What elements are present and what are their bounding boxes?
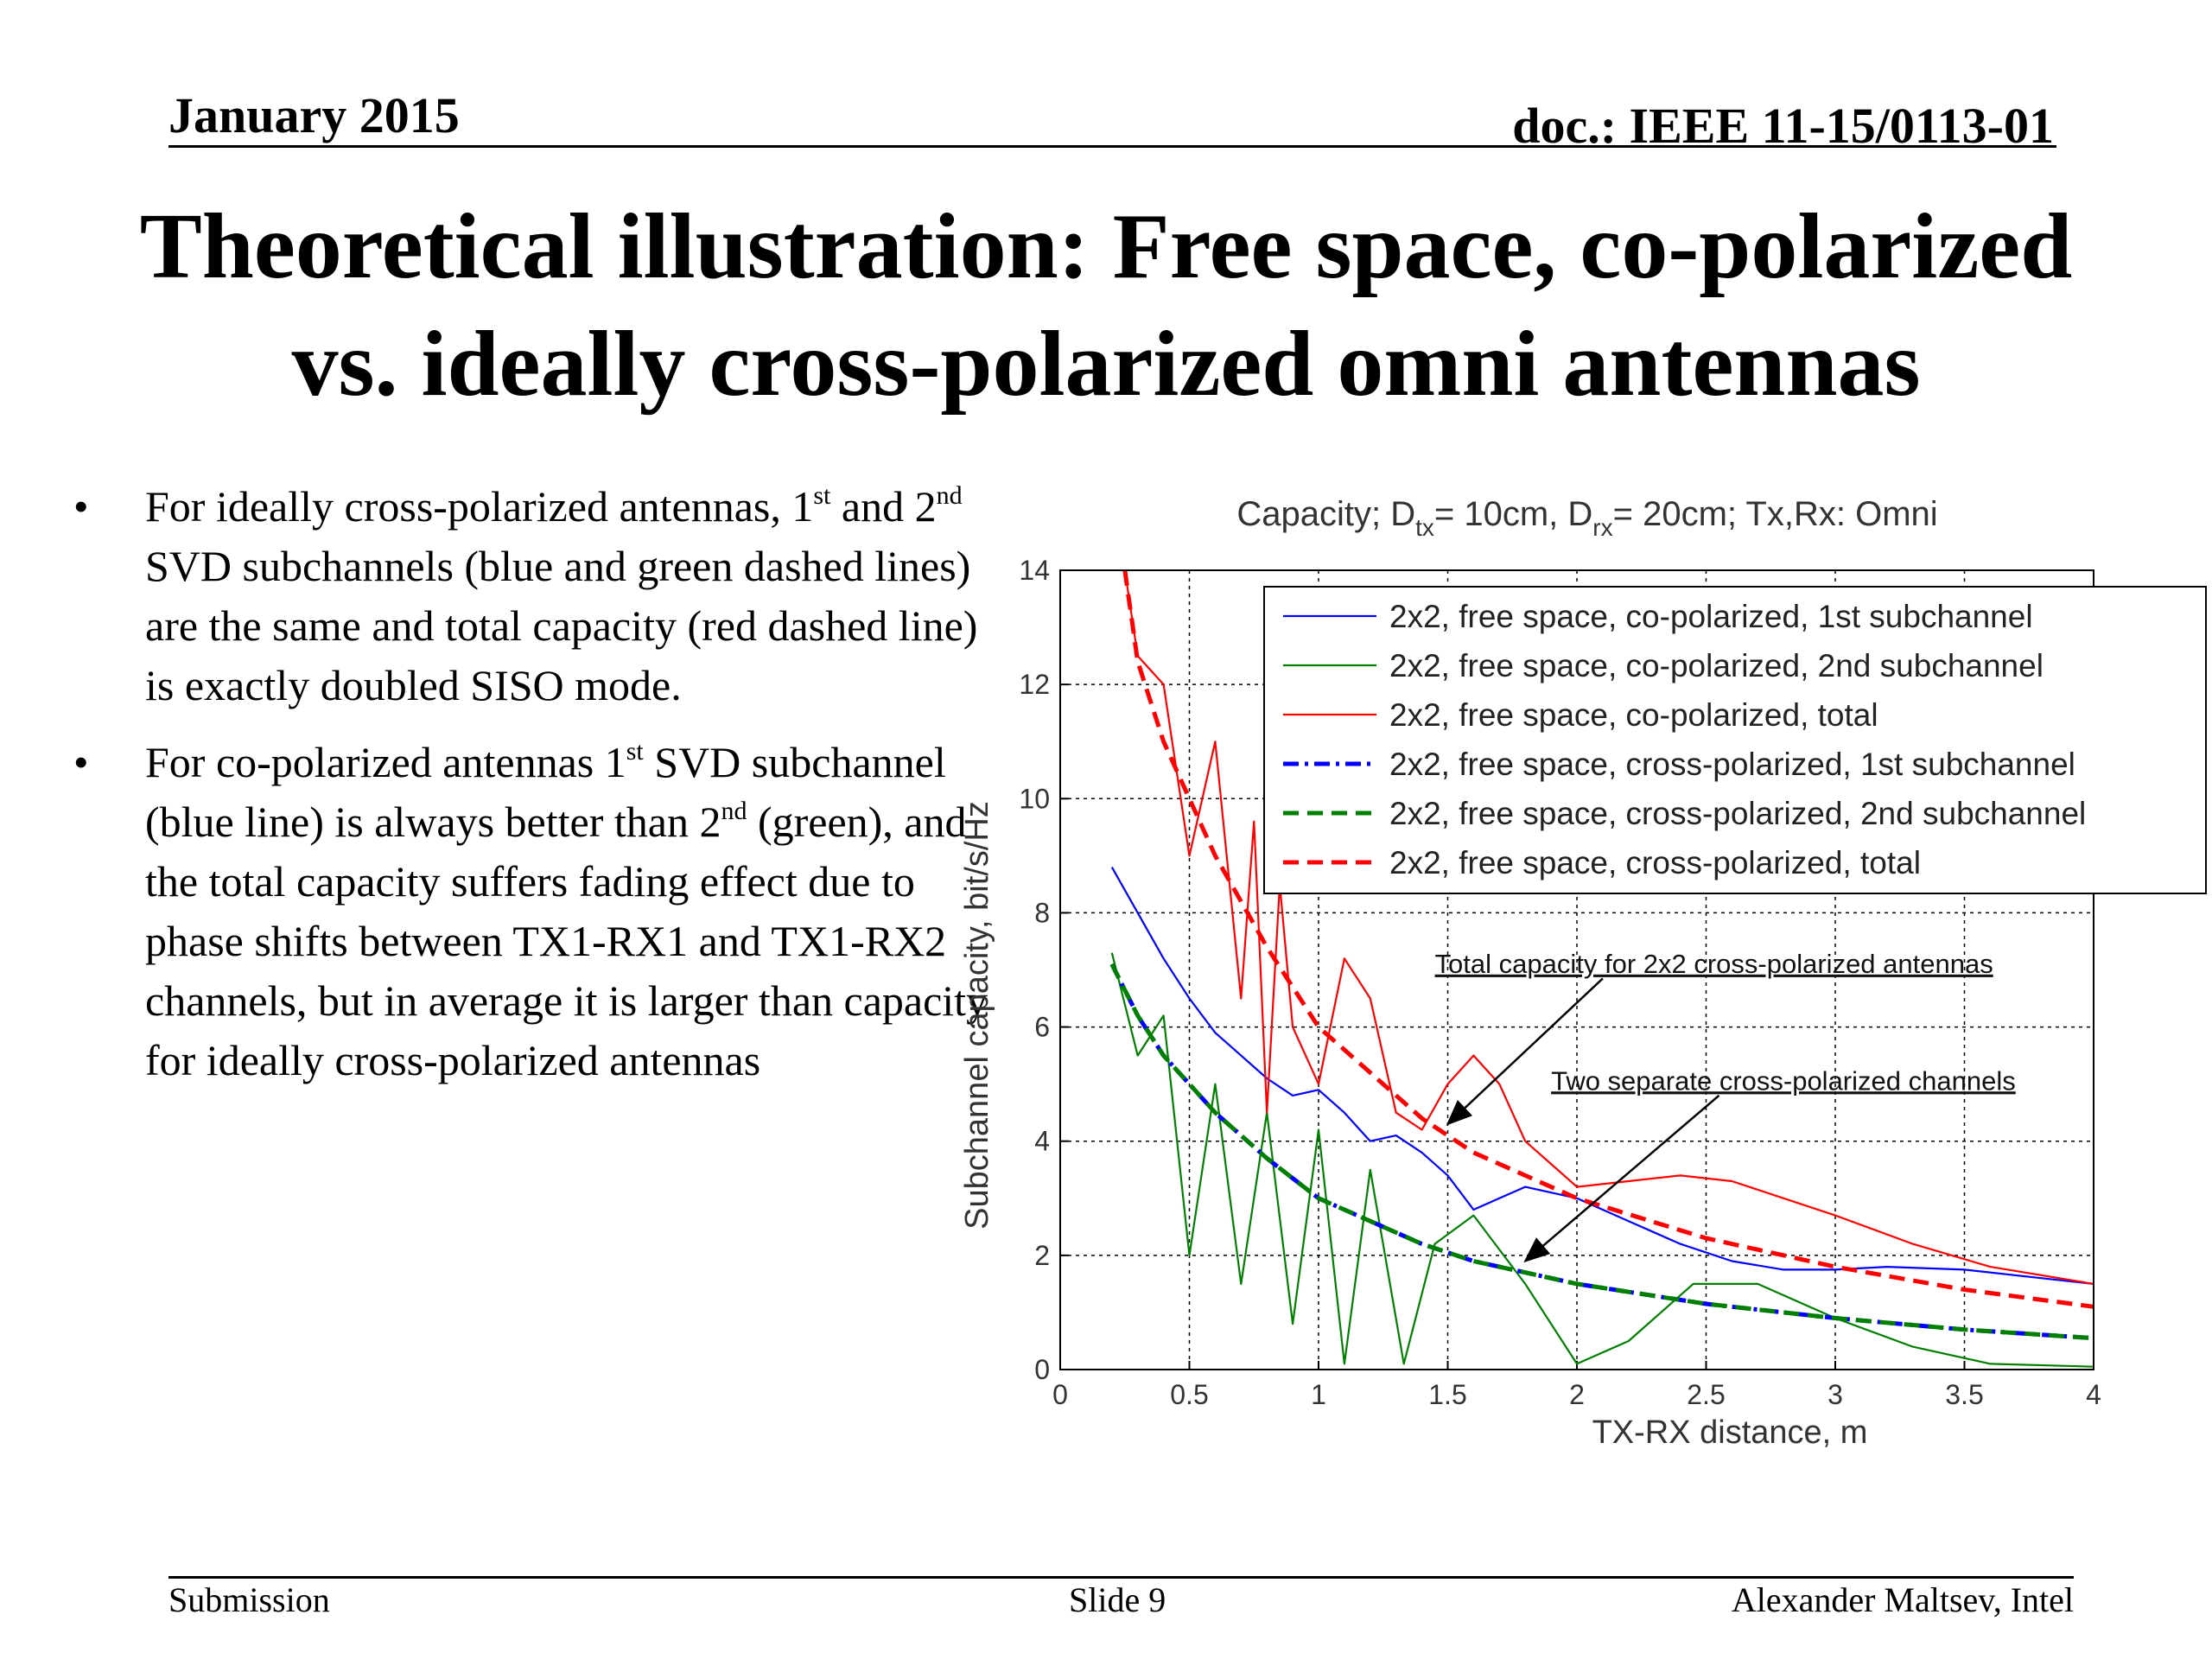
x-axis-label: TX-RX distance, m bbox=[1592, 1414, 1868, 1451]
bullet-text: SVD subchannels (blue and green dashed l… bbox=[145, 542, 978, 709]
y-tick-label: 2 bbox=[1034, 1240, 1050, 1271]
bullet-text: and 2 bbox=[830, 482, 937, 531]
y-tick-label: 6 bbox=[1034, 1012, 1050, 1043]
header-date: January 2015 bbox=[168, 87, 460, 143]
bullet-text: For ideally cross-polarized antennas, 1 bbox=[145, 482, 814, 531]
legend-entry: 2x2, free space, co-polarized, total bbox=[1389, 697, 1878, 733]
footer-rule bbox=[168, 1576, 2074, 1579]
bullet-text: (green), and the total capacity suffers … bbox=[145, 798, 988, 1084]
superscript: st bbox=[626, 737, 644, 766]
series-line-6 bbox=[1122, 569, 2094, 1309]
plot-frame bbox=[1059, 569, 2094, 1370]
bullet-text: SVD subchannel (blue line) is always bet… bbox=[145, 738, 946, 846]
x-tick-label: 1.5 bbox=[1428, 1379, 1466, 1410]
slide-title: Theoretical illustration: Free space, co… bbox=[0, 188, 2212, 423]
x-tick-label: 2.5 bbox=[1687, 1379, 1725, 1410]
superscript: nd bbox=[936, 481, 963, 511]
annotation-arrow bbox=[1446, 977, 1604, 1126]
bullet-item-1: • For ideally cross-polarized antennas, … bbox=[73, 477, 989, 715]
x-tick-label: 4 bbox=[2086, 1379, 2101, 1410]
y-tick-label: 10 bbox=[1019, 783, 1050, 814]
annotation-text: Total capacity for 2x2 cross-polarized a… bbox=[1435, 949, 1993, 979]
y-tick-label: 8 bbox=[1034, 897, 1050, 928]
bullet-list: • For ideally cross-polarized antennas, … bbox=[73, 477, 989, 1108]
title-line-1: Theoretical illustration: Free space, co… bbox=[139, 195, 2073, 298]
title-line-2: vs. ideally cross-polarized omni antenna… bbox=[291, 313, 1921, 416]
footer-submission: Submission bbox=[168, 1580, 330, 1619]
superscript: st bbox=[813, 481, 831, 511]
series-line-5 bbox=[1109, 963, 2094, 1341]
annotation-text: Two separate cross-polarized channels bbox=[1551, 1065, 2016, 1096]
y-tick-label: 14 bbox=[1019, 555, 1050, 586]
capacity-chart: Capacity; Dtx= 10cm, Drx= 20cm; Tx,Rx: O… bbox=[959, 495, 2207, 1451]
x-tick-label: 0.5 bbox=[1170, 1379, 1208, 1410]
y-tick-label: 12 bbox=[1019, 669, 1050, 700]
legend-box bbox=[1263, 586, 2207, 894]
legend-entry: 2x2, free space, co-polarized, 2nd subch… bbox=[1389, 648, 2044, 683]
x-tick-label: 3 bbox=[1827, 1379, 1843, 1410]
series-line-1 bbox=[1110, 867, 2094, 1285]
y-axis-label: Subchannel capacity, bit/s/Hz bbox=[959, 801, 995, 1230]
bullet-mark: • bbox=[73, 482, 89, 531]
legend-entry: 2x2, free space, cross-polarized, 2nd su… bbox=[1389, 796, 2086, 831]
y-tick-label: 0 bbox=[1034, 1354, 1050, 1385]
footer-author: Alexander Maltsev, Intel bbox=[1731, 1580, 2074, 1619]
legend-entry: 2x2, free space, cross-polarized, total bbox=[1389, 845, 1921, 880]
footer-slide-number: Slide 9 bbox=[1069, 1580, 1166, 1619]
header-doc-id: doc.: IEEE 11-15/0113-01 bbox=[1512, 98, 2054, 154]
superscript: nd bbox=[721, 797, 747, 826]
bullet-mark: • bbox=[73, 738, 89, 786]
chart-title: Capacity; Dtx= 10cm, Drx= 20cm; Tx,Rx: O… bbox=[1236, 495, 1937, 541]
series-line-2 bbox=[1110, 952, 2094, 1368]
bullet-item-2: • For co-polarized antennas 1st SVD subc… bbox=[73, 733, 989, 1090]
x-tick-label: 2 bbox=[1569, 1379, 1585, 1410]
annotation-arrow bbox=[1523, 1094, 1720, 1263]
x-tick-label: 1 bbox=[1311, 1379, 1326, 1410]
legend-entry: 2x2, free space, co-polarized, 1st subch… bbox=[1389, 599, 2033, 634]
bullet-text: For co-polarized antennas 1 bbox=[145, 738, 626, 786]
header-rule bbox=[168, 145, 2056, 148]
x-tick-label: 0 bbox=[1052, 1379, 1068, 1410]
legend-entry: 2x2, free space, cross-polarized, 1st su… bbox=[1389, 747, 2075, 782]
x-tick-label: 3.5 bbox=[1945, 1379, 1983, 1410]
series-line-3 bbox=[1123, 569, 2094, 1285]
y-tick-label: 4 bbox=[1034, 1126, 1050, 1157]
